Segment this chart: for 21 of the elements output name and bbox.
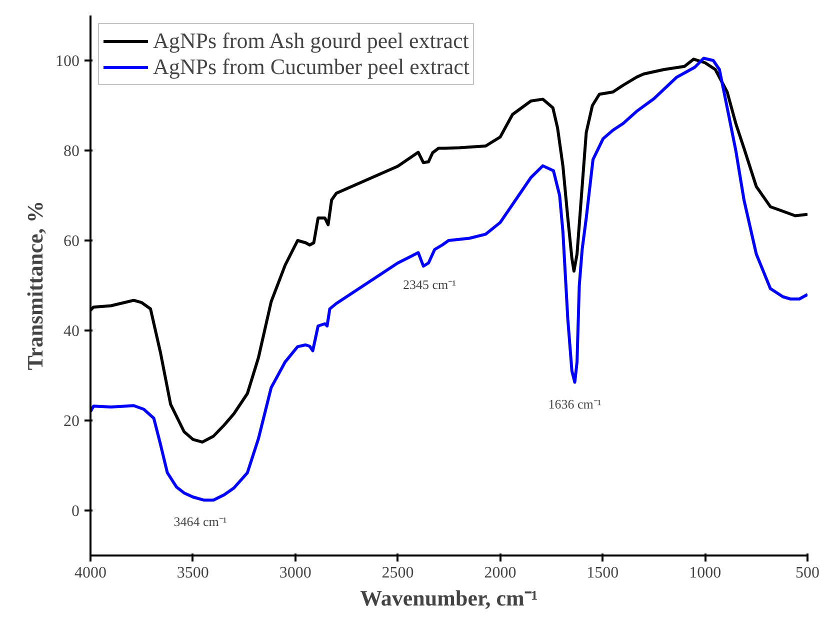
y-tick-label: 100	[56, 53, 80, 70]
y-tick-label: 80	[64, 143, 80, 160]
x-tick-label: 3000	[279, 564, 312, 582]
annotation: 1636 cm⁻¹	[548, 396, 602, 412]
y-tick-label: 40	[64, 323, 80, 340]
y-axis-title: Transmittance, %	[22, 200, 48, 370]
y-tick-label: 0	[72, 503, 80, 520]
y-tick-label: 20	[64, 413, 80, 430]
legend-label: AgNPs from Ash gourd peel extract	[153, 28, 469, 54]
annotation: 3464 cm⁻¹	[174, 514, 227, 530]
legend-label: AgNPs from Cucumber peel extract	[153, 54, 470, 80]
x-tick-label: 2500	[382, 564, 414, 582]
y-tick-label: 60	[64, 233, 80, 250]
x-tick-label: 4000	[74, 564, 106, 582]
x-tick-label: 2000	[484, 564, 516, 582]
x-tick-label: 1000	[689, 564, 722, 582]
x-axis-title: Wavenumber, cm⁻¹	[360, 586, 538, 610]
annotation: 2345 cm⁻¹	[403, 277, 456, 292]
x-tick-label: 500	[796, 564, 820, 582]
x-tick-label: 1500	[586, 564, 619, 582]
x-tick-label: 3500	[176, 564, 209, 582]
